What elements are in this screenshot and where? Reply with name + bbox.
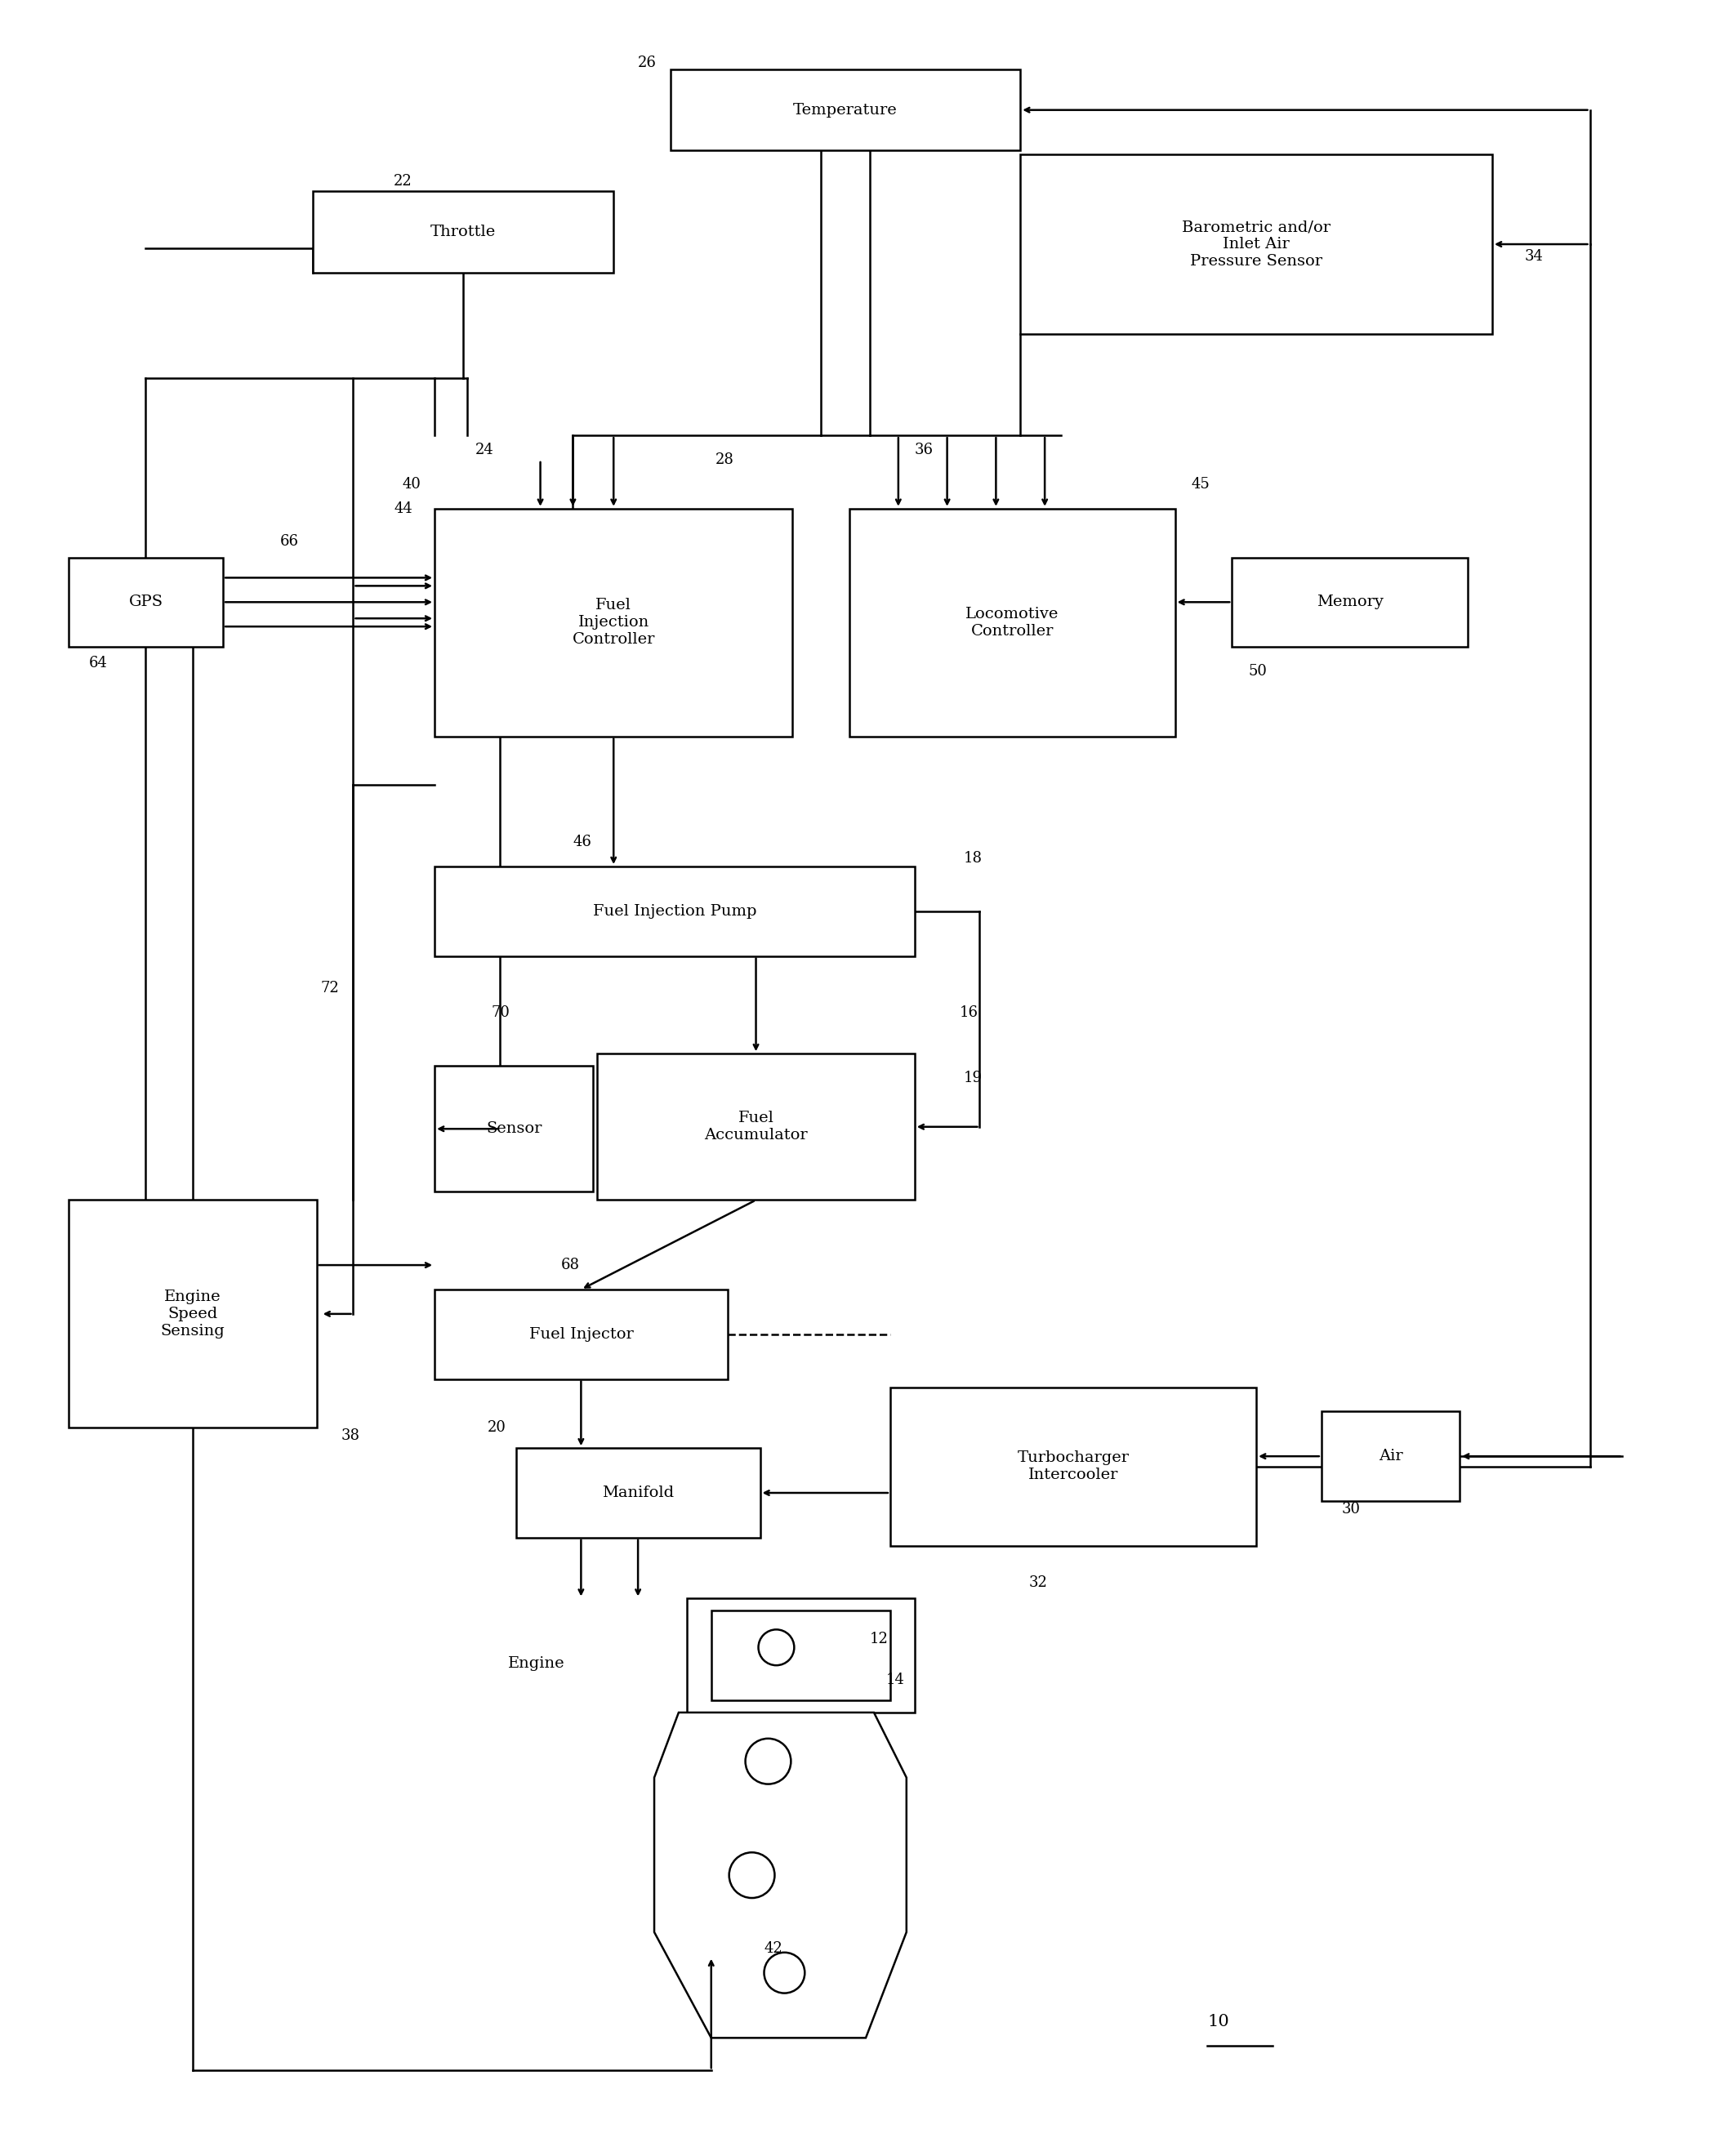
Text: 70: 70 <box>491 1005 510 1020</box>
Text: 26: 26 <box>638 56 657 71</box>
FancyBboxPatch shape <box>68 1201 317 1427</box>
Text: Locomotive
Controller: Locomotive Controller <box>966 606 1059 638</box>
FancyBboxPatch shape <box>1231 558 1467 647</box>
Text: 36: 36 <box>914 442 933 457</box>
Text: Engine: Engine <box>508 1656 565 1671</box>
Text: 34: 34 <box>1524 250 1543 263</box>
Text: 24: 24 <box>475 442 494 457</box>
Text: 50: 50 <box>1248 664 1268 679</box>
Text: Fuel
Accumulator: Fuel Accumulator <box>704 1110 808 1143</box>
Text: 10: 10 <box>1207 2014 1229 2029</box>
FancyBboxPatch shape <box>312 192 614 272</box>
Text: 19: 19 <box>964 1072 981 1084</box>
Text: 68: 68 <box>560 1257 579 1272</box>
FancyBboxPatch shape <box>435 867 914 955</box>
Text: Temperature: Temperature <box>792 103 898 116</box>
Text: 22: 22 <box>394 175 413 190</box>
Text: Manifold: Manifold <box>602 1485 675 1501</box>
Text: 30: 30 <box>1342 1503 1361 1516</box>
Text: 20: 20 <box>487 1421 506 1436</box>
FancyBboxPatch shape <box>517 1449 759 1537</box>
FancyBboxPatch shape <box>1321 1412 1460 1501</box>
FancyBboxPatch shape <box>687 1598 914 1712</box>
Text: Engine
Speed
Sensing: Engine Speed Sensing <box>161 1289 225 1339</box>
Text: 32: 32 <box>1028 1576 1047 1589</box>
FancyBboxPatch shape <box>435 1065 593 1192</box>
Text: Turbocharger
Intercooler: Turbocharger Intercooler <box>1018 1451 1129 1483</box>
FancyBboxPatch shape <box>68 558 224 647</box>
Text: 66: 66 <box>279 535 298 548</box>
FancyBboxPatch shape <box>850 509 1176 737</box>
FancyBboxPatch shape <box>671 69 1020 151</box>
Text: Throttle: Throttle <box>430 224 496 239</box>
Text: Air: Air <box>1379 1449 1403 1464</box>
Text: 40: 40 <box>402 476 421 492</box>
FancyBboxPatch shape <box>890 1386 1257 1546</box>
FancyBboxPatch shape <box>1020 155 1493 334</box>
Text: Fuel Injector: Fuel Injector <box>529 1326 633 1341</box>
FancyBboxPatch shape <box>596 1054 914 1201</box>
Text: 12: 12 <box>870 1632 888 1647</box>
Text: 42: 42 <box>765 1940 782 1955</box>
Text: 46: 46 <box>572 834 591 849</box>
Text: 14: 14 <box>886 1673 905 1688</box>
Text: Fuel
Injection
Controller: Fuel Injection Controller <box>572 597 655 647</box>
Text: 72: 72 <box>321 981 340 996</box>
Text: 38: 38 <box>342 1429 361 1442</box>
FancyBboxPatch shape <box>711 1611 890 1701</box>
Text: 18: 18 <box>964 852 981 867</box>
Text: 44: 44 <box>394 500 413 515</box>
Polygon shape <box>654 1712 907 2037</box>
Text: Sensor: Sensor <box>486 1121 541 1136</box>
FancyBboxPatch shape <box>435 509 792 737</box>
Text: 16: 16 <box>959 1005 978 1020</box>
Text: GPS: GPS <box>128 595 163 610</box>
Text: 45: 45 <box>1191 476 1210 492</box>
Text: Fuel Injection Pump: Fuel Injection Pump <box>593 903 756 918</box>
Text: 64: 64 <box>88 655 108 671</box>
Text: Barometric and/or
Inlet Air
Pressure Sensor: Barometric and/or Inlet Air Pressure Sen… <box>1183 220 1330 270</box>
Text: Memory: Memory <box>1316 595 1384 610</box>
FancyBboxPatch shape <box>435 1289 728 1380</box>
Text: 28: 28 <box>714 453 733 468</box>
